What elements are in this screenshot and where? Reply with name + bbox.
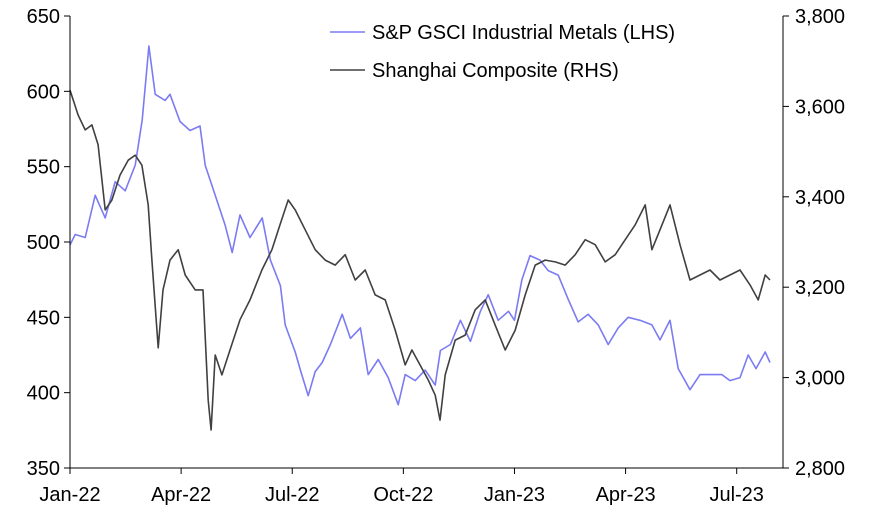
series-lines xyxy=(69,45,771,431)
series-line-shanghai xyxy=(69,89,771,431)
x-tick-label: Jul-22 xyxy=(265,484,319,506)
left-tick-label: 350 xyxy=(27,458,60,480)
x-tick-label: Jul-23 xyxy=(709,484,763,506)
right-tick-label: 3,400 xyxy=(795,187,845,209)
right-tick-label: 3,600 xyxy=(795,96,845,118)
left-tick-label: 500 xyxy=(27,232,60,254)
legend: S&P GSCI Industrial Metals (LHS) Shangha… xyxy=(330,22,675,82)
x-tick-label: Jan-22 xyxy=(39,484,100,506)
right-tick-label: 3,000 xyxy=(795,368,845,390)
legend-label-shanghai: Shanghai Composite (RHS) xyxy=(372,60,619,82)
x-tick-label: Jan-23 xyxy=(484,484,545,506)
legend-label-metals: S&P GSCI Industrial Metals (LHS) xyxy=(372,22,675,44)
right-tick-label: 3,200 xyxy=(795,277,845,299)
axes: 650 600 550 500 450 400 350 3,800 3,600 3,400 3,20… xyxy=(27,6,845,506)
left-tick-label: 400 xyxy=(27,383,60,405)
left-tick-label: 550 xyxy=(27,157,60,179)
x-tick-label: Oct-22 xyxy=(373,484,433,506)
right-tick-label: 2,800 xyxy=(795,458,845,480)
x-tick-label: Apr-22 xyxy=(151,484,211,506)
right-tick-label: 3,800 xyxy=(795,6,845,28)
left-tick-label: 650 xyxy=(27,6,60,28)
left-tick-label: 450 xyxy=(27,307,60,329)
x-tick-label: Apr-23 xyxy=(596,484,656,506)
series-line-metals xyxy=(69,45,771,406)
left-tick-label: 600 xyxy=(27,81,60,103)
